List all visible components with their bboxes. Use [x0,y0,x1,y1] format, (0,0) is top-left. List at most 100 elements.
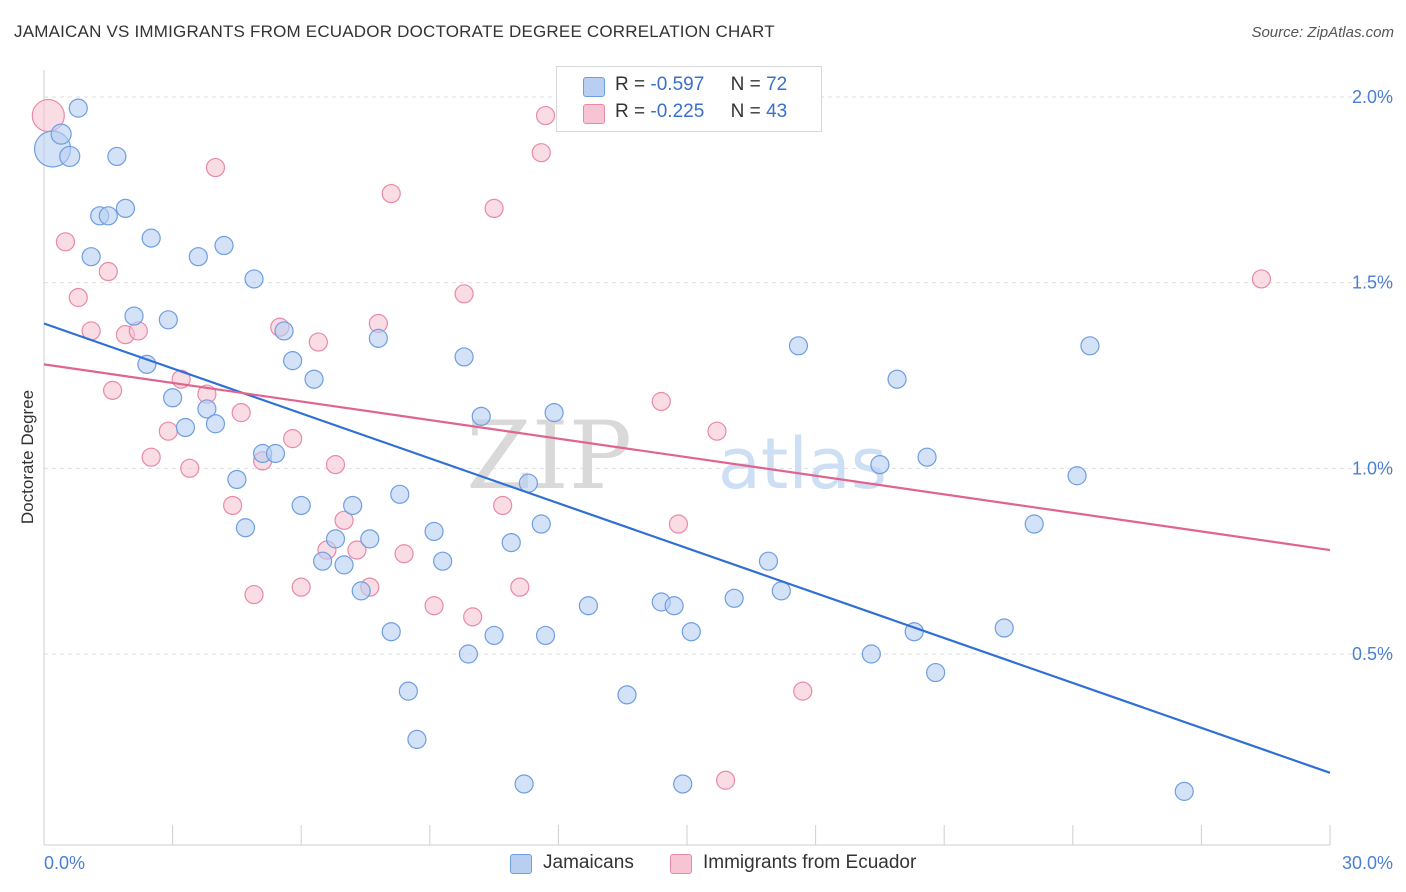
ecuador-point [668,514,689,534]
jamaican-point [368,328,388,348]
jamaican-point [334,555,354,575]
jamaican-point [458,644,478,664]
jamaican-point [360,529,380,549]
jamaican-point [1067,466,1087,486]
jamaican-point [514,774,534,794]
ecuador-trend-line [43,363,1331,552]
jamaican-point [861,644,881,664]
jamaican-point [544,403,564,423]
legend-n-value: 72 [766,74,788,95]
jamaican-point [137,354,157,374]
ecuador-point [158,421,178,441]
ecuador-point [707,421,727,441]
ecuador-point [347,540,367,560]
bottom-legend-swatch-ecuador [670,854,692,874]
legend-r-label: R = [615,74,646,95]
jamaican-point [214,235,234,256]
ecuador-point [325,455,346,475]
jamaican-point [870,455,890,475]
jamaican-point [758,551,779,571]
ecuador-point [205,157,226,178]
jamaican-point [227,469,247,490]
jamaican-point [381,622,401,642]
jamaican-point [771,581,791,601]
jamaican-point [578,596,599,616]
jamaican-point [994,618,1014,638]
jamaican-point [673,774,693,794]
watermark-atlas: atlas [718,423,887,505]
jamaican-point [887,369,907,389]
jamaican-point [291,495,311,516]
jamaican-point [617,685,637,705]
jamaican-point [501,532,521,553]
y-axis-title: Doctorate Degree [18,390,37,524]
jamaican-point [235,518,256,538]
ecuador-point [244,584,264,605]
jamaican-point [325,529,346,549]
jamaican-point [433,551,453,571]
legend-r-value: -0.597 [650,74,705,95]
ecuador-point [424,596,444,616]
trend-lines [43,322,1331,774]
ecuador-point [484,198,504,218]
jamaican-point [244,269,264,289]
x-tick-label-start: 0.0% [44,853,85,873]
jamaican-point [343,495,363,516]
chart-title: JAMAICAN VS IMMIGRANTS FROM ECUADOR DOCT… [14,22,775,41]
jamaican-point [313,551,333,571]
jamaican-point [265,443,286,464]
jamaican-point [1174,781,1194,801]
jamaican-point [115,198,136,218]
jamaican-point [917,447,937,467]
jamaican-point [197,399,217,419]
bottom-legend-label-ecuador: Immigrants from Ecuador [703,852,917,873]
jamaican-point [274,321,294,341]
ecuador-point [510,577,530,597]
jamaican-point [471,406,491,426]
ecuador-point [291,577,311,597]
jamaican-point [158,310,178,330]
legend-r-label: R = [615,101,646,122]
ecuador-point [180,458,200,478]
data-points [31,98,1272,801]
ecuador-point [98,261,118,282]
jamaican-point [141,228,161,248]
jamaican-point [304,369,324,389]
jamaican-point [163,388,183,408]
jamaican-trend-line [43,322,1331,774]
jamaican-point [68,98,88,118]
jamaican-point [1080,336,1100,356]
y-tick-label: 2.0% [1352,87,1393,107]
ecuador-point [231,403,251,423]
axes [43,70,1331,846]
legend-n-value: 43 [766,101,788,122]
ecuador-point [394,544,414,564]
ecuador-point [55,232,76,252]
bottom-legend-label-jamaicans: Jamaicans [543,852,634,873]
ecuador-point [308,332,328,352]
ecuador-point [334,510,354,530]
source-label: Source: ZipAtlas.com [1251,24,1394,41]
jamaican-point [50,123,72,145]
legend-r-value: -0.225 [650,101,705,122]
jamaican-point [407,729,427,750]
ecuador-point [68,287,88,308]
ecuador-point [531,143,551,163]
ecuador-point [1251,269,1272,289]
legend-n-label: N = [730,101,761,122]
jamaican-point [107,146,127,167]
jamaican-point [926,662,946,683]
y-tick-label: 1.0% [1352,458,1393,478]
jamaican-point [390,484,410,504]
jamaican-point [188,247,208,267]
legend-swatch-jamaicans [583,77,605,97]
y-tick-label: 1.5% [1352,273,1393,293]
gridlines [44,96,1390,655]
jamaican-point [59,145,81,168]
ecuador-point [493,495,513,516]
jamaican-point [81,247,101,267]
jamaican-point [484,625,504,646]
ecuador-point [454,284,474,304]
jamaican-point [424,521,444,542]
